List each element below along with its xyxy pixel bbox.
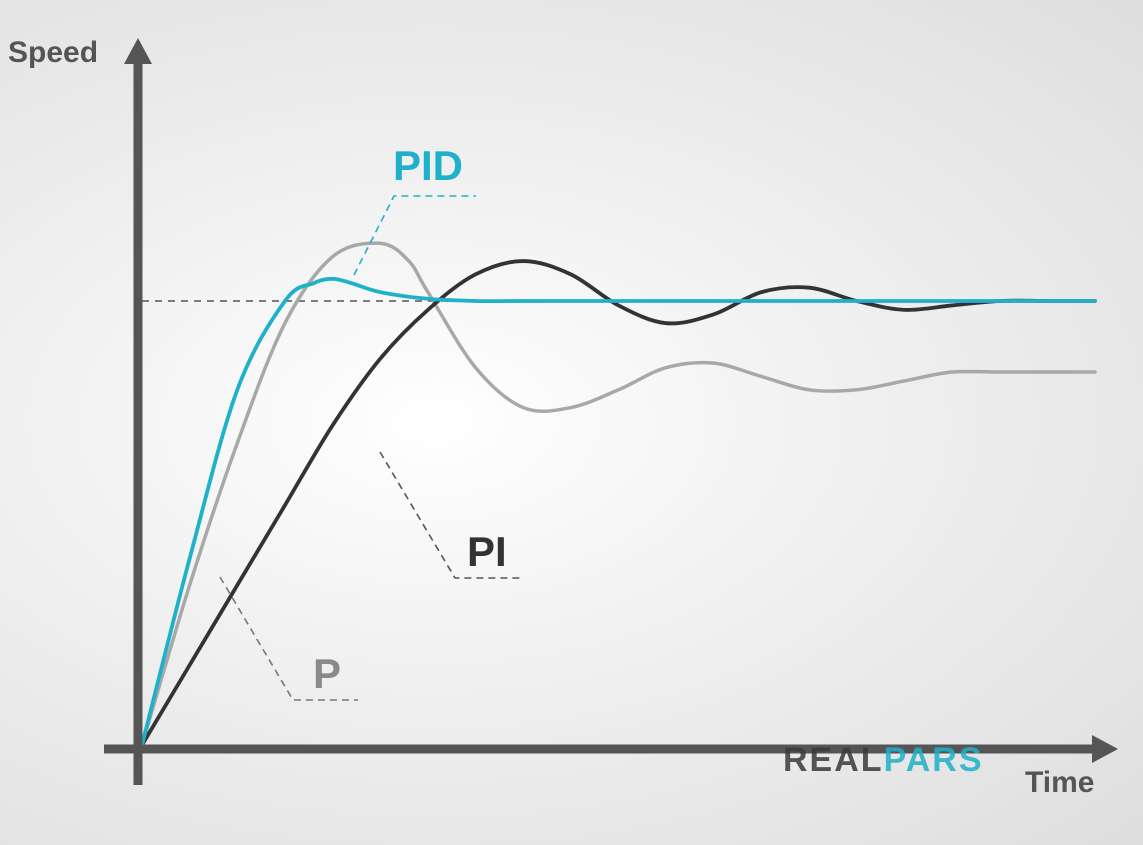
watermark-real: REAL — [783, 741, 884, 779]
watermark-pars: PARS — [884, 741, 984, 779]
y-axis-label: Speed — [8, 36, 98, 69]
series-line-p — [140, 241, 1097, 747]
pid-leader-line — [353, 195, 476, 276]
pi-leader-line — [379, 451, 520, 579]
p-leader-line — [219, 576, 358, 701]
series-line-pi — [140, 259, 1097, 747]
annotation-pid: PID — [393, 142, 463, 189]
x-axis-label: Time — [1025, 766, 1094, 799]
watermark-logo: REALPARS — [783, 741, 984, 779]
annotation-p: P — [313, 650, 341, 697]
series-line-pid — [140, 276, 1097, 747]
annotation-pi: PI — [467, 528, 507, 575]
series-layer — [140, 241, 1097, 747]
x-axis-arrow — [1092, 735, 1118, 763]
y-axis-arrow — [124, 38, 152, 64]
